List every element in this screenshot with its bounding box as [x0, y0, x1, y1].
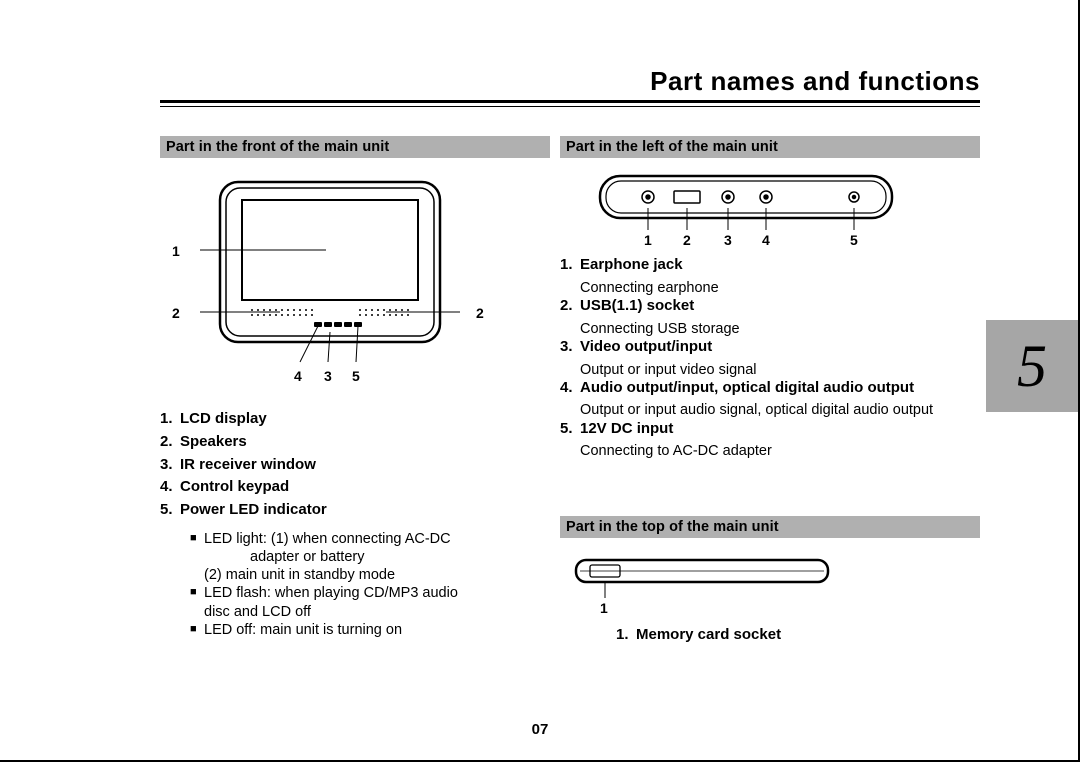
callout-front-3: 3 — [324, 368, 332, 384]
list-front-items: 1.LCD display 2.Speakers 3.IR receiver w… — [160, 410, 550, 524]
header-bar-front: Part in the front of the main unit — [160, 136, 550, 158]
callout-front-4: 4 — [294, 368, 302, 384]
square-bullet-icon: ■ — [190, 621, 204, 639]
list-item: 2.USB(1.1) socket — [560, 297, 980, 316]
list-item: 4.Control keypad — [160, 478, 550, 497]
heading-rule-thick — [160, 100, 980, 103]
list-item: 1.LCD display — [160, 410, 550, 429]
square-bullet-icon: ■ — [190, 584, 204, 602]
page-number: 07 — [0, 721, 1080, 738]
diagram-front-unit — [200, 176, 460, 366]
list-left-side-items: 1.Earphone jack Connecting earphone 2.US… — [560, 256, 980, 460]
section-tab-number: 5 — [1017, 332, 1047, 401]
callout-front-2r: 2 — [476, 305, 484, 321]
item-desc: Output or input video signal — [580, 361, 980, 379]
list-item: 4.Audio output/input, optical digital au… — [560, 379, 980, 398]
list-item: 3.Video output/input — [560, 338, 980, 357]
bullet-cont: disc and LCD off — [204, 603, 550, 621]
bullet-item: ■LED flash: when playing CD/MP3 audio — [190, 584, 550, 602]
bullet-item: ■LED off: main unit is turning on — [190, 621, 550, 639]
heading-rule-thin — [160, 106, 980, 107]
section-tab: 5 — [986, 320, 1078, 412]
bullets-power-led: ■LED light: (1) when connecting AC-DC ad… — [190, 530, 550, 639]
page: 5 Part names and functions Part in the f… — [0, 0, 1080, 762]
callout-front-2l: 2 — [172, 305, 180, 321]
list-item: 5.12V DC input — [560, 420, 980, 439]
callout-left-5: 5 — [850, 232, 858, 248]
item-desc: Connecting to AC-DC adapter — [580, 442, 980, 460]
item-desc: Connecting earphone — [580, 279, 980, 297]
list-item: 3.IR receiver window — [160, 456, 550, 475]
callout-front-5: 5 — [352, 368, 360, 384]
callout-top-1: 1 — [600, 600, 608, 616]
header-bar-left-side: Part in the left of the main unit — [560, 136, 980, 158]
list-top-items: 1.Memory card socket — [616, 626, 976, 649]
callout-left-1: 1 — [644, 232, 652, 248]
list-item: 1.Earphone jack — [560, 256, 980, 275]
list-item: 1.Memory card socket — [616, 626, 976, 645]
bullet-cont: (2) main unit in standby mode — [204, 566, 550, 584]
bullet-cont: adapter or battery — [250, 548, 550, 566]
item-desc: Output or input audio signal, optical di… — [580, 401, 980, 419]
list-item: 2.Speakers — [160, 433, 550, 452]
item-desc: Connecting USB storage — [580, 320, 980, 338]
bullet-item: ■LED light: (1) when connecting AC-DC — [190, 530, 550, 548]
callout-left-3: 3 — [724, 232, 732, 248]
list-item: 5.Power LED indicator — [160, 501, 550, 520]
header-bar-top-side: Part in the top of the main unit — [560, 516, 980, 538]
callout-front-1: 1 — [172, 243, 180, 259]
page-heading: Part names and functions — [160, 66, 980, 97]
callout-left-4: 4 — [762, 232, 770, 248]
diagram-top-side — [572, 556, 832, 600]
callout-left-2: 2 — [683, 232, 691, 248]
square-bullet-icon: ■ — [190, 530, 204, 548]
